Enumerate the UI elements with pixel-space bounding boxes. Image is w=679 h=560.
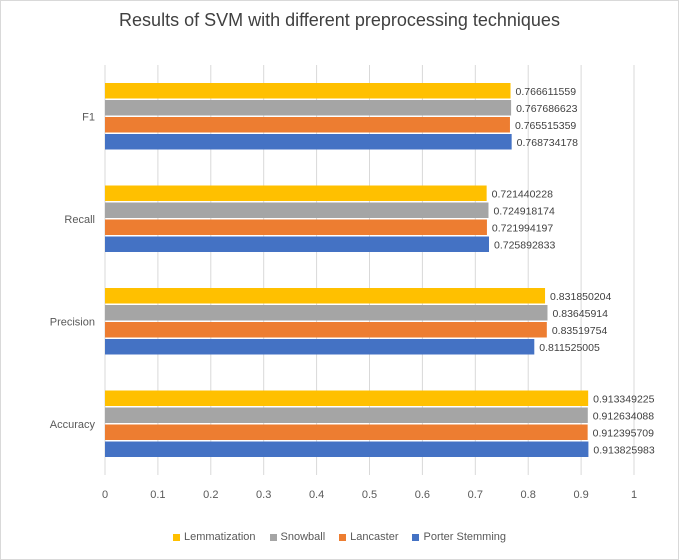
legend-label: Lancaster [350, 531, 399, 543]
data-label: 0.83645914 [552, 308, 608, 320]
bar-porter-stemming-recall [105, 236, 489, 252]
bar-porter-stemming-f1 [105, 134, 512, 150]
bar-lemmatization-recall [105, 185, 487, 201]
legend-swatch [172, 533, 180, 541]
x-tick-label: 0.9 [573, 489, 588, 501]
x-tick-label: 1 [631, 489, 637, 501]
x-tick-label: 0.3 [256, 489, 271, 501]
data-label: 0.766611559 [516, 86, 577, 98]
y-category-label: F1 [82, 111, 95, 123]
legend-swatch [412, 533, 420, 541]
data-label: 0.83519754 [552, 325, 608, 337]
data-label: 0.913349225 [593, 393, 654, 405]
data-label: 0.913825983 [593, 444, 654, 456]
legend-item-lancaster: Lancaster [339, 531, 398, 543]
y-category-label: Recall [64, 214, 95, 226]
bar-snowball-recall [105, 202, 489, 218]
chart-legend: Lemmatization Snowball Lancaster Porter Ste… [0, 531, 679, 543]
bar-snowball-precision [105, 305, 548, 321]
bar-porter-stemming-accuracy [105, 441, 589, 457]
bar-lancaster-f1 [105, 117, 510, 133]
bar-lemmatization-accuracy [105, 390, 589, 406]
y-category-label: Precision [50, 316, 95, 328]
bar-snowball-f1 [105, 100, 512, 116]
data-label: 0.811525005 [539, 342, 600, 354]
data-label: 0.765515359 [515, 120, 576, 132]
data-label: 0.721994197 [492, 222, 553, 234]
data-label: 0.912634088 [593, 410, 654, 422]
data-label: 0.721440228 [492, 188, 553, 200]
legend-item-lemmatization: Lemmatization [172, 531, 256, 543]
bar-lancaster-accuracy [105, 424, 588, 440]
data-label: 0.912395709 [593, 427, 654, 439]
x-tick-label: 0.7 [468, 489, 483, 501]
bar-porter-stemming-precision [105, 339, 535, 355]
x-tick-label: 0.1 [150, 489, 165, 501]
chart-title: Results of SVM with different preprocess… [119, 10, 560, 30]
data-label: 0.725892833 [494, 239, 555, 251]
legend-label: Porter Stemming [423, 531, 507, 543]
bar-snowball-accuracy [105, 407, 588, 423]
data-label: 0.831850204 [550, 291, 611, 303]
bar-lemmatization-precision [105, 288, 546, 304]
legend-swatch [269, 533, 277, 541]
x-tick-label: 0.8 [521, 489, 536, 501]
bar-lancaster-precision [105, 322, 547, 338]
y-category-label: Accuracy [50, 419, 96, 431]
bar-lancaster-recall [105, 219, 487, 235]
legend-swatch [339, 533, 347, 541]
data-label: 0.768734178 [517, 137, 578, 149]
data-label: 0.767686623 [516, 103, 577, 115]
legend-label: Lemmatization [183, 531, 256, 543]
data-label: 0.724918174 [493, 205, 554, 217]
x-tick-label: 0.5 [362, 489, 377, 501]
legend-item-porter-stemming: Porter Stemming [412, 531, 506, 543]
x-tick-label: 0.6 [415, 489, 430, 501]
bar-lemmatization-f1 [105, 83, 511, 99]
x-tick-label: 0.4 [309, 489, 324, 501]
legend-item-snowball: Snowball [269, 531, 326, 543]
x-tick-label: 0.2 [203, 489, 218, 501]
x-tick-label: 0 [102, 489, 108, 501]
legend-label: Snowball [280, 531, 326, 543]
